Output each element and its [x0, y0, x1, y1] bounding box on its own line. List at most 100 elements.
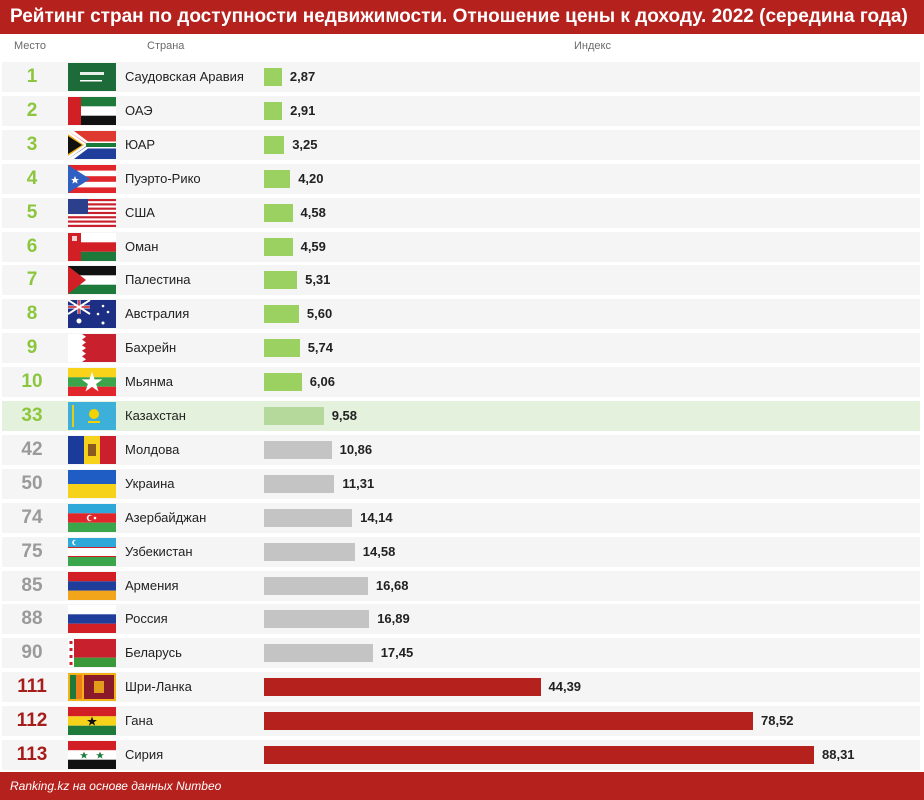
- uzbekistan-flag-icon: [68, 537, 116, 566]
- bar-value-label: 16,68: [375, 577, 409, 593]
- chart-row: 7 Палестина 5,31: [2, 265, 920, 296]
- bar-value-label: 5,31: [305, 272, 331, 288]
- bar: [264, 746, 814, 764]
- chart-row: 111 Шри-Ланка 44,39: [2, 672, 920, 703]
- country-label: Сирия: [125, 747, 164, 762]
- chart-row: 6 Оман 4,59: [2, 231, 920, 262]
- country-label: Бахрейн: [125, 340, 177, 356]
- rank-label: 2: [26, 99, 38, 121]
- rank-label: 33: [21, 405, 43, 426]
- bar: [264, 135, 285, 154]
- oman-flag-icon: [68, 232, 116, 261]
- myanmar-flag-icon: [68, 368, 116, 397]
- country-label: Казахстан: [125, 408, 186, 423]
- bahrain-flag-icon: [68, 334, 116, 363]
- kazakhstan-flag-icon: [68, 402, 116, 430]
- rank-label: 74: [21, 506, 43, 528]
- chart-row: 88 Россия 16,89: [2, 604, 920, 635]
- country-label: Австралия: [125, 306, 190, 322]
- rank-label: 9: [26, 337, 38, 359]
- country-label: Украина: [125, 475, 175, 491]
- country-label: Беларусь: [125, 645, 182, 661]
- chart-row: 112 Гана 78,52: [2, 706, 920, 737]
- country-label: Узбекистан: [125, 543, 193, 559]
- bar: [264, 407, 324, 425]
- moldova-flag-icon: [68, 435, 116, 464]
- bar: [264, 339, 300, 358]
- rank-label: 8: [26, 303, 38, 325]
- rank-label: 112: [16, 710, 48, 732]
- bar: [264, 508, 353, 527]
- australia-flag-icon: [68, 300, 116, 329]
- country-label: Пуэрто-Рико: [125, 170, 201, 186]
- azerbaijan-flag-icon: [68, 503, 116, 532]
- bar-value-label: 5,74: [307, 340, 333, 356]
- chart-row: 8 Австралия 5,60: [2, 299, 920, 330]
- rank-label: 7: [26, 269, 38, 291]
- bar-value-label: 88,31: [822, 747, 855, 762]
- armenia-flag-icon: [68, 571, 116, 600]
- chart-row: 2 ОАЭ 2,91: [2, 95, 920, 126]
- index-column-header: Индекс: [574, 40, 611, 52]
- ukraine-flag-icon: [68, 469, 116, 498]
- bar: [264, 305, 299, 324]
- bar: [264, 101, 283, 120]
- country-label: ОАЭ: [125, 102, 153, 118]
- country-label: Мьянма: [125, 374, 173, 390]
- country-label: Азербайджан: [125, 509, 207, 525]
- source-footer: Ranking.kz на основе данных Numbeo: [0, 772, 924, 800]
- chart-row: 85 Армения 16,68: [2, 570, 920, 601]
- south-africa-flag-icon: [68, 130, 116, 159]
- rank-label: 111: [17, 676, 47, 698]
- rank-label: 6: [26, 235, 38, 257]
- chart-row: 74 Азербайджан 14,14: [2, 502, 920, 533]
- country-column-header: Страна: [147, 40, 185, 52]
- chart-row: 9 Бахрейн 5,74: [2, 333, 920, 364]
- country-label: США: [125, 204, 155, 220]
- bar-value-label: 78,52: [761, 713, 794, 729]
- chart-row: 42 Молдова 10,86: [2, 434, 920, 465]
- rank-label: 85: [21, 574, 43, 596]
- bar-value-label: 4,59: [300, 238, 326, 254]
- belarus-flag-icon: [68, 639, 116, 668]
- bar-value-label: 14,14: [360, 509, 393, 525]
- bar: [264, 610, 370, 629]
- bar-value-label: 4,20: [298, 170, 324, 186]
- chart-row: 50 Украина 11,31: [2, 468, 920, 499]
- bar: [264, 169, 291, 188]
- bar-value-label: 6,06: [309, 374, 335, 390]
- bar-value-label: 5,60: [306, 306, 333, 322]
- bar-value-label: 11,31: [342, 475, 375, 491]
- country-label: Шри-Ланка: [125, 679, 192, 695]
- bar-value-label: 16,89: [377, 611, 410, 627]
- country-label: Армения: [125, 577, 179, 593]
- usa-flag-icon: [68, 198, 116, 227]
- bar: [264, 373, 302, 392]
- ghana-flag-icon: [68, 707, 116, 736]
- rank-label: 1: [26, 66, 38, 87]
- bar: [264, 542, 355, 561]
- chart-row: 33 Казахстан 9,58: [2, 401, 920, 431]
- country-label: Саудовская Аравия: [125, 69, 244, 84]
- palestine-flag-icon: [68, 266, 116, 295]
- uae-flag-icon: [68, 96, 116, 125]
- bar: [264, 203, 293, 222]
- bar: [264, 474, 335, 493]
- country-label: Палестина: [125, 272, 191, 288]
- country-label: Оман: [125, 238, 159, 254]
- rank-label: 3: [26, 133, 38, 155]
- bar: [264, 68, 282, 86]
- bar-value-label: 17,45: [380, 645, 414, 661]
- russia-flag-icon: [68, 605, 116, 634]
- rank-label: 5: [26, 201, 38, 223]
- bar-value-label: 14,58: [362, 543, 396, 559]
- chart-row: 90 Беларусь 17,45: [2, 638, 920, 669]
- chart-row: 113 Сирия 88,31: [2, 740, 920, 770]
- rank-label: 88: [21, 608, 43, 630]
- bar-value-label: 2,91: [290, 102, 316, 118]
- bar: [264, 237, 293, 256]
- country-label: Россия: [125, 611, 168, 627]
- chart-row: 3 ЮАР 3,25: [2, 129, 920, 160]
- bar-value-label: 2,87: [289, 69, 316, 84]
- bar-value-label: 4,58: [300, 204, 326, 220]
